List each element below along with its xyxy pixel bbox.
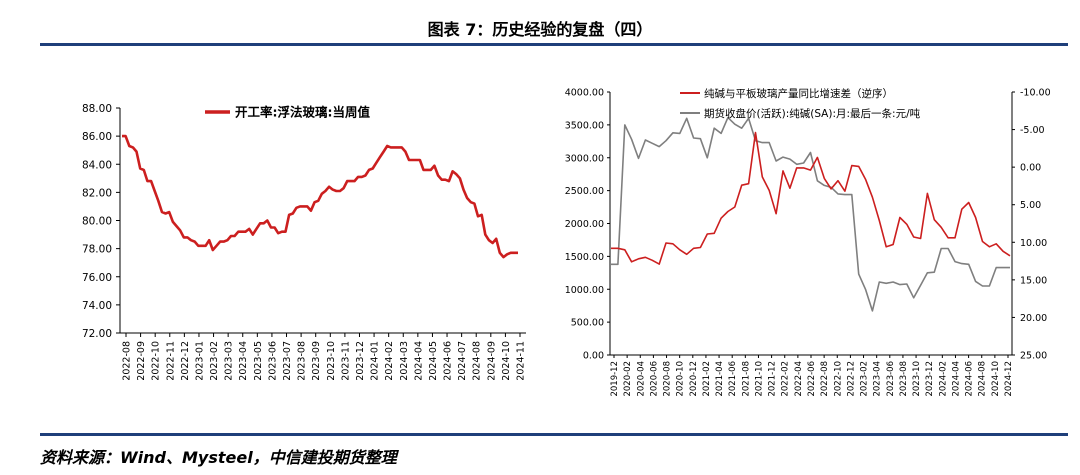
x-tick-label: 2024-03 <box>399 341 410 381</box>
right-y-tick-label: -5.00 <box>1020 125 1045 136</box>
x-tick-label: 2023-06 <box>267 341 278 381</box>
x-tick-label: 2024-10 <box>991 361 1001 397</box>
x-tick-label: 2024-02 <box>938 361 948 397</box>
x-tick-label: 2022-02 <box>781 361 791 397</box>
x-tick-label: 2022-10 <box>151 341 162 381</box>
right-y-tick-label: -10.00 <box>1020 88 1051 99</box>
x-tick-label: 2024-10 <box>501 341 512 381</box>
x-tick-label: 2022-06 <box>807 361 817 397</box>
x-tick-label: 2024-05 <box>428 341 439 381</box>
x-tick-label: 2024-02 <box>384 341 395 381</box>
x-tick-label: 2022-11 <box>165 341 176 381</box>
x-tick-label: 2024-01 <box>370 341 381 381</box>
x-tick-label: 2023-01 <box>194 341 205 381</box>
y-tick-label: 82.00 <box>82 187 112 199</box>
series-line-operating-rate <box>122 134 518 259</box>
x-tick-label: 2024-09 <box>486 341 497 381</box>
x-tick-label: 2024-06 <box>965 361 975 397</box>
x-tick-label: 2020-10 <box>676 361 686 397</box>
x-tick-label: 2021-04 <box>715 361 725 397</box>
x-tick-label: 2023-04 <box>873 361 883 397</box>
right-y-tick-label: 20.00 <box>1020 313 1047 324</box>
x-tick-label: 2023-07 <box>282 341 293 381</box>
x-tick-label: 2023-02 <box>860 361 870 397</box>
series-line-output-spread <box>611 131 1011 265</box>
x-tick-label: 2023-06 <box>886 361 896 397</box>
legend-label-futures-price: 期货收盘价(活跃):纯碱(SA):月:最后一条:元/吨 <box>704 107 921 120</box>
x-tick-label: 2023-03 <box>224 341 235 381</box>
x-tick-label: 2024-06 <box>443 341 454 381</box>
x-tick-label: 2023-02 <box>209 341 220 381</box>
x-tick-label: 2023-08 <box>297 341 308 381</box>
x-tick-label: 2021-12 <box>768 361 778 397</box>
x-tick-label: 2023-04 <box>238 341 249 381</box>
x-tick-label: 2023-08 <box>899 361 909 397</box>
y-tick-label: 80.00 <box>82 216 112 228</box>
left-y-tick-label: 4000.00 <box>565 88 604 99</box>
x-tick-label: 2023-12 <box>355 341 366 381</box>
x-tick-label: 2023-10 <box>912 361 922 397</box>
x-tick-label: 2022-12 <box>180 341 191 381</box>
x-tick-label: 2024-11 <box>516 341 527 381</box>
x-tick-label: 2024-07 <box>457 341 468 381</box>
x-tick-label: 2020-08 <box>663 361 673 397</box>
right-y-tick-label: 10.00 <box>1020 238 1047 249</box>
x-tick-label: 2019-12 <box>610 361 620 397</box>
y-tick-label: 74.00 <box>82 300 112 312</box>
x-tick-label: 2022-10 <box>833 361 843 397</box>
x-tick-label: 2020-06 <box>649 361 659 397</box>
x-tick-label: 2022-08 <box>820 361 830 397</box>
legend-label-output-spread: 纯碱与平板玻璃产量同比增速差（逆序） <box>704 87 893 100</box>
right-y-tick-label: 0.00 <box>1020 163 1041 174</box>
y-tick-label: 88.00 <box>82 103 112 115</box>
x-tick-label: 2022-04 <box>794 361 804 397</box>
x-tick-label: 2021-06 <box>728 361 738 397</box>
x-tick-label: 2022-09 <box>136 341 147 381</box>
x-tick-label: 2021-02 <box>702 361 712 397</box>
figure-title: 图表 7：历史经验的复盘（四） <box>427 20 653 39</box>
right-y-tick-label: 5.00 <box>1020 200 1041 211</box>
x-tick-label: 2024-08 <box>472 341 483 381</box>
series-line-futures-price <box>611 116 1010 312</box>
source-note: 资料来源：Wind、Mysteel，中信建投期货整理 <box>40 448 397 467</box>
chart-spread-vs-futures: 4000.00 3500.00 3000.00 2500.00 2000.00 1500.… <box>565 87 1051 397</box>
y-tick-label: 84.00 <box>82 159 112 171</box>
x-tick-label: 2022-12 <box>846 361 856 397</box>
x-tick-label: 2023-09 <box>311 341 322 381</box>
left-y-tick-label: 2000.00 <box>565 219 604 230</box>
legend-label-operating-rate: 开工率:浮法玻璃:当周值 <box>235 105 370 120</box>
x-tick-label: 2024-04 <box>413 341 424 381</box>
x-tick-label: 2024-12 <box>1004 361 1014 397</box>
x-tick-label: 2021-10 <box>754 361 764 397</box>
x-tick-label: 2020-04 <box>636 361 646 397</box>
left-y-tick-label: 500.00 <box>571 318 604 329</box>
bottom-rule <box>40 433 1068 436</box>
x-tick-label: 2021-08 <box>741 361 751 397</box>
y-tick-label: 72.00 <box>82 328 112 340</box>
y-tick-label: 86.00 <box>82 131 112 143</box>
x-tick-label: 2023-05 <box>253 341 264 381</box>
y-tick-label: 76.00 <box>82 272 112 284</box>
x-tick-label: 2020-02 <box>623 361 633 397</box>
x-tick-label: 2020-12 <box>689 361 699 397</box>
left-y-tick-label: 3000.00 <box>565 153 604 164</box>
right-y-tick-label: 15.00 <box>1020 275 1047 286</box>
chart-operating-rate: 88.00 86.00 84.00 82.00 80.00 78.00 76.00 74.00… <box>82 103 527 381</box>
left-y-tick-label: 0.00 <box>583 351 604 362</box>
x-tick-label: 2023-11 <box>340 341 351 381</box>
left-y-tick-label: 1500.00 <box>565 252 604 263</box>
right-y-tick-label: 25.00 <box>1020 351 1047 362</box>
left-y-tick-label: 2500.00 <box>565 186 604 197</box>
x-tick-label: 2023-12 <box>925 361 935 397</box>
left-y-tick-label: 1000.00 <box>565 285 604 296</box>
y-tick-label: 78.00 <box>82 244 112 256</box>
x-tick-label: 2023-10 <box>326 341 337 381</box>
left-y-tick-label: 3500.00 <box>565 120 604 131</box>
x-tick-label: 2024-04 <box>951 361 961 397</box>
top-rule <box>40 43 1068 46</box>
x-tick-label: 2024-08 <box>978 361 988 397</box>
x-tick-label: 2022-08 <box>122 341 133 381</box>
